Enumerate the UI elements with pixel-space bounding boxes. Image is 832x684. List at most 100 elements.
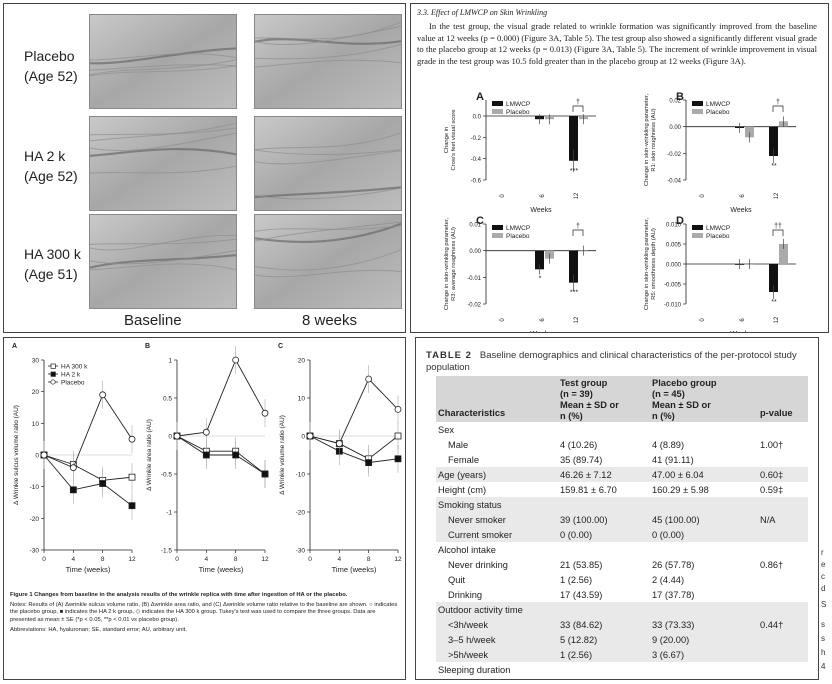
row-placebo-value (650, 602, 758, 617)
significance-bracket (772, 105, 784, 112)
line-y-tick-label: -20 (30, 516, 40, 523)
header-placebo-group: Placebo group (n = 45) Mean ± SD or n (%… (650, 376, 758, 422)
line-series-ha-2-k (309, 435, 399, 464)
row-test-value: 4 (10.26) (560, 439, 598, 450)
bar-x-tick-label: 6 (740, 194, 746, 198)
line-point-placebo (261, 409, 269, 417)
row-characteristic: <3h/week (436, 617, 558, 632)
skin-replica-photo (89, 116, 237, 211)
line-series-ha-300-k (43, 454, 133, 481)
line-point-placebo (99, 391, 107, 399)
row-placebo-value: 4 (8.89) (652, 439, 685, 450)
row-characteristic: Current smoker (436, 527, 558, 542)
legend-swatch (692, 101, 703, 106)
significance-marker: † (576, 99, 580, 106)
header-placebo-line4: n (%) (652, 411, 675, 421)
row-characteristic: >5h/week (436, 647, 558, 662)
adjacent-text-fragment: c (821, 572, 825, 581)
row-test-value: 159.81 ± 6.70 (560, 484, 617, 495)
bar-y-tick-label: 0.00 (469, 249, 481, 255)
row-placebo-value: 0 (0.00) (650, 527, 758, 542)
line-series-placebo (309, 378, 399, 445)
skin-replica-photo (254, 116, 402, 211)
line-series-placebo (43, 393, 133, 469)
significance-marker: ** (771, 299, 777, 306)
row-p-value: 0.86† (760, 559, 784, 570)
line-y-tick-label: 10 (32, 421, 40, 428)
bar-y-label-line1: Change in (444, 127, 450, 153)
legend-swatch (692, 109, 703, 114)
line-legend-label: Placebo (61, 380, 85, 387)
line-point-ha-2-k (202, 451, 210, 459)
line-point-placebo (128, 435, 136, 443)
row-test-value: 46.26 ± 7.12 (558, 467, 650, 482)
row-p-value (758, 452, 808, 467)
row-placebo-value: 4 (8.89) (650, 677, 758, 679)
bar-lmwcp (569, 250, 578, 283)
line-y-tick-label: 0 (301, 434, 305, 441)
row-test-value (558, 662, 650, 677)
bar-chart-letter: A (476, 91, 484, 103)
line-x-label: Time (weeks) (199, 565, 244, 574)
row-p-value (758, 497, 808, 512)
line-x-tick-label: 12 (394, 556, 402, 563)
bar-x-tick-label: 0 (700, 194, 706, 198)
line-series-placebo (176, 358, 266, 437)
bar-x-tick-label: 12 (774, 316, 780, 323)
bar-chart-d: D0.010 0.005 0.000 -0.005 -0.010 Change in sk… (644, 215, 796, 332)
bar-y-label-line1: Change in skin-wrinkling parameter, (644, 218, 650, 311)
section-title: 3.3. Effect of LMWCP on Skin Wrinkling (417, 8, 548, 17)
table-row: Female 35 (89.74) 41 (91.11) (436, 452, 808, 467)
bar-lmwcp (535, 250, 544, 270)
bar-y-label-line2: R5: smoothness depth (AU) (651, 228, 657, 300)
row-test-value: 2 (5.13) (558, 677, 650, 679)
adjacent-text-fragment: s (821, 634, 825, 643)
figure-caption-box: Figure 1 Changes from baseline in the an… (10, 592, 397, 633)
table-row: Male 4 (10.26) 4 (8.89) 1.00† (436, 437, 808, 452)
row-placebo-value: 9 (20.00) (650, 632, 758, 647)
line-series-ha-300-k (176, 435, 266, 475)
line-y-tick-label: 0 (35, 453, 39, 460)
legend-label: LMWCP (706, 225, 730, 232)
line-x-tick-label: 0 (42, 556, 46, 563)
bar-chart-b: B0.02 0.00 -0.02 -0.04 Change in skin-wrinkl… (644, 91, 796, 214)
line-y-tick-label: 10 (298, 396, 306, 403)
significance-marker: *** (570, 168, 578, 175)
bar-y-tick-label: 0.0 (473, 115, 482, 121)
bar-lmwcp (769, 264, 778, 292)
table-row: Outdoor activity time (436, 602, 808, 617)
bar-lmwcp (569, 116, 578, 161)
table-row: Smoking status (436, 497, 808, 512)
adjacent-text-fragment: r (821, 548, 824, 557)
line-x-tick-label: 12 (261, 556, 269, 563)
bar-placebo (779, 244, 788, 264)
row-test-value: 5 (12.82) (558, 632, 650, 647)
legend-swatch (692, 233, 703, 238)
table-row: Age (years) 46.26 ± 7.12 47.00 ± 6.04 0.60‡ (436, 467, 808, 482)
table-row: Drinking 17 (43.59) 17 (37.78) (436, 587, 808, 602)
line-y-tick-label: 0 (168, 434, 172, 441)
line-y-label: Δ Wrinkle volume ratio (AU) (279, 415, 286, 495)
significance-bracket (572, 105, 584, 112)
line-point-placebo (173, 432, 181, 440)
legend-swatch (692, 225, 703, 230)
bar-y-tick-label: -0.010 (664, 303, 682, 309)
bar-y-label: Change in skin-wrinkling parameter,R1: s… (644, 94, 657, 187)
bar-y-label: Change in skin-wrinkling parameter,R3: a… (444, 218, 457, 311)
results-text-panel: 3.3. Effect of LMWCP on Skin Wrinkling I… (410, 3, 829, 333)
bar-chart-letter: B (676, 91, 684, 103)
line-x-label: Time (weeks) (66, 565, 111, 574)
line-y-label: Δ Wrinkle sulcus volume ratio (AU) (13, 405, 20, 505)
line-point-ha-2-k (394, 455, 402, 463)
significance-marker: † (776, 99, 780, 106)
photo-row-label-line1: Placebo (24, 48, 75, 64)
row-test-value: 17 (43.59) (560, 589, 603, 600)
adjacent-text-fragment: s (821, 620, 825, 629)
table-row: Current smoker 0 (0.00) 0 (0.00) (436, 527, 808, 542)
bar-chart-a: A 0.0 -0.2 -0.4 -0.6 Change inCrow's feet vis… (444, 91, 596, 214)
bar-chart-c: C0.01 0.00 -0.01 -0.02 Change in skin-wrinkl… (444, 215, 596, 332)
skin-replica-photo (89, 214, 237, 309)
header-placebo-line1: Placebo group (652, 378, 717, 388)
legend-label: LMWCP (706, 101, 730, 108)
row-placebo-value: 47.00 ± 6.04 (650, 467, 758, 482)
